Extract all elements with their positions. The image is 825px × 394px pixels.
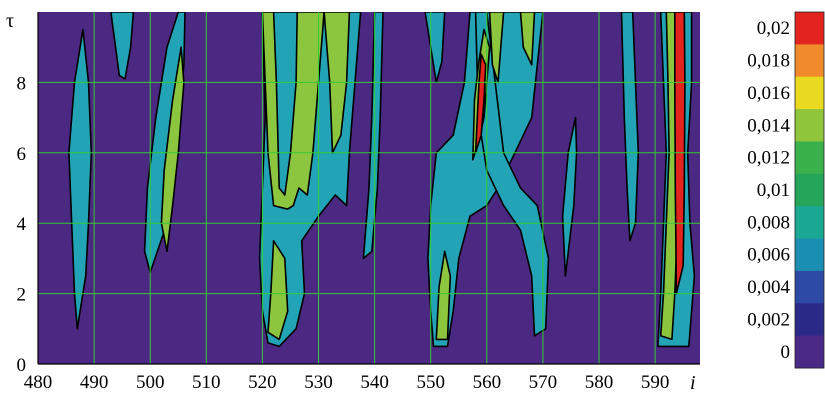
x-tick-label: 510	[192, 372, 221, 393]
x-tick-label: 500	[136, 372, 165, 393]
contour-region-0_006	[110, 12, 135, 80]
colorbar-frame	[794, 11, 825, 369]
colorbar-label: 0,012	[747, 148, 790, 169]
x-tick-label: 490	[80, 372, 109, 393]
y-tick-label: 0	[17, 355, 27, 376]
contour-region-0_006	[424, 12, 446, 84]
colorbar-label: 0,006	[747, 245, 790, 266]
colorbar-label: 0,02	[757, 18, 790, 39]
contour-region-0_006	[68, 28, 93, 330]
colorbar-label: 0	[781, 342, 791, 363]
colorbar-swatch	[795, 44, 824, 78]
contour-region-0_006	[620, 12, 640, 242]
y-tick-label: 6	[17, 144, 27, 165]
colorbar-swatch	[795, 303, 824, 337]
contour-region-0_014	[261, 12, 325, 210]
colorbar-swatch	[795, 238, 824, 272]
colorbar-swatch	[795, 76, 824, 110]
colorbar-swatch	[795, 206, 824, 240]
contour-region-0_014	[435, 250, 452, 341]
x-tick-label: 570	[529, 372, 558, 393]
colorbar-swatch	[795, 335, 824, 369]
contour-region-0_014	[160, 46, 185, 253]
colorbar-swatch	[795, 173, 824, 207]
colorbar-swatch	[795, 109, 824, 142]
x-tick-label: 580	[585, 372, 614, 393]
x-tick-label: 480	[24, 372, 53, 393]
y-tick-label: 2	[17, 285, 27, 306]
x-tick-label: 550	[416, 372, 445, 393]
colorbar-label: 0,016	[747, 83, 790, 104]
y-tick-label: 4	[17, 214, 27, 235]
colorbar-label: 0,004	[747, 277, 790, 298]
plot-area	[38, 12, 700, 364]
x-tick-label: 540	[360, 372, 389, 393]
contour-region-0_014	[519, 12, 536, 66]
colorbar-label: 0,002	[747, 309, 790, 330]
contour-region-0_02	[474, 53, 487, 154]
y-tick-label: 8	[17, 73, 27, 94]
y-axis-label: τ	[6, 10, 14, 32]
colorbar: 0,02 0,018 0,016 0,014 0,012 0,01 0,008 0,006 0,…	[747, 11, 825, 369]
colorbar-swatch	[795, 270, 824, 304]
contour-region-0_006	[362, 12, 384, 260]
colorbar-label: 0,014	[747, 115, 790, 136]
grid-lines	[37, 12, 700, 365]
colorbar-label: 0,01	[757, 180, 790, 201]
colorbar-label: 0,018	[747, 51, 790, 72]
x-tick-label: 530	[304, 372, 333, 393]
x-tick-label: 520	[248, 372, 277, 393]
colorbar-swatch	[795, 12, 824, 45]
contour-region-0_006	[561, 116, 578, 277]
axis-ticks: 480 490 500 510 520 530 540 550 560 570 580 590 0 2 4 6…	[17, 73, 670, 393]
x-axis-label: i	[690, 372, 696, 394]
colorbar-label: 0,008	[747, 212, 790, 233]
colorbar-swatch	[795, 141, 824, 175]
x-tick-label: 590	[641, 372, 670, 393]
x-tick-label: 560	[473, 372, 502, 393]
